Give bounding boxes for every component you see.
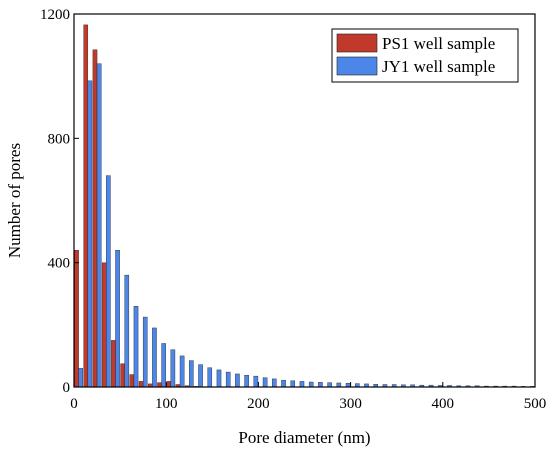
ps1-bar-35 xyxy=(101,262,107,388)
ps1-bar-45 xyxy=(111,340,116,388)
jy1-bar-275 xyxy=(327,382,332,388)
jy1-bar-85 xyxy=(152,327,157,388)
legend-swatch-ps1 xyxy=(336,33,378,53)
x-tick-label-500: 500 xyxy=(524,396,547,412)
ps1-bar-95 xyxy=(157,382,162,388)
legend-swatch-jy1 xyxy=(336,56,378,76)
jy1-bar-145 xyxy=(207,367,213,388)
axes-layer xyxy=(73,13,536,388)
jy1-bar-225 xyxy=(281,379,286,388)
legend-label-ps1: PS1 well sample xyxy=(382,34,495,53)
jy1-bar-75 xyxy=(142,316,148,388)
jy1-bar-135 xyxy=(198,364,203,388)
ps1-bar-25 xyxy=(92,49,98,388)
bars-layer xyxy=(74,24,535,388)
jy1-bar-235 xyxy=(290,380,296,388)
jy1-bar-25 xyxy=(96,63,102,388)
jy1-bar-175 xyxy=(235,373,240,388)
x-tick-label-100: 100 xyxy=(155,396,178,412)
jy1-bar-45 xyxy=(115,250,120,388)
legend: PS1 well sample JY1 well sample xyxy=(331,28,519,83)
y-tick-label-1200: 1200 xyxy=(40,7,70,23)
jy1-bar-195 xyxy=(253,375,259,388)
jy1-bar-35 xyxy=(106,175,111,388)
jy1-bar-125 xyxy=(189,360,194,388)
x-tick-label-300: 300 xyxy=(339,396,362,412)
jy1-bar-155 xyxy=(216,369,222,388)
ps1-bar-105 xyxy=(166,381,172,388)
ps1-bar-55 xyxy=(120,363,125,388)
x-tick-label-200: 200 xyxy=(247,396,270,412)
y-tick-label-0: 0 xyxy=(63,380,71,396)
jy1-bar-245 xyxy=(299,381,305,388)
y-tick-label-800: 800 xyxy=(48,131,71,147)
jy1-bar-255 xyxy=(308,381,314,388)
ps1-bar-15 xyxy=(83,24,89,388)
jy1-bar-105 xyxy=(170,349,176,388)
x-tick-label-0: 0 xyxy=(70,396,78,412)
x-tick-label-400: 400 xyxy=(432,396,455,412)
jy1-bar-205 xyxy=(262,377,268,388)
jy1-bar-215 xyxy=(272,378,277,388)
jy1-bar-285 xyxy=(336,382,342,388)
jy1-bar-5 xyxy=(78,368,83,388)
ps1-bar-65 xyxy=(129,374,135,388)
jy1-bar-65 xyxy=(133,305,139,388)
plot-frame xyxy=(73,13,536,388)
ps1-bar-5 xyxy=(74,250,79,388)
jy1-bar-55 xyxy=(124,274,130,388)
y-axis-title: Number of pores xyxy=(5,143,24,258)
jy1-bar-15 xyxy=(87,80,93,388)
jy1-bar-185 xyxy=(244,374,249,388)
legend-label-jy1: JY1 well sample xyxy=(382,57,495,76)
jy1-bar-265 xyxy=(318,382,323,388)
jy1-bar-95 xyxy=(161,343,166,388)
jy1-bar-165 xyxy=(225,371,231,388)
jy1-bar-115 xyxy=(179,355,185,388)
y-tick-label-400: 400 xyxy=(48,256,71,272)
x-axis-title: Pore diameter (nm) xyxy=(238,428,370,447)
ticks-layer: 0 100 200 300 400 500 0 400 800 1200 xyxy=(40,7,546,412)
ps1-bar-75 xyxy=(138,381,144,388)
